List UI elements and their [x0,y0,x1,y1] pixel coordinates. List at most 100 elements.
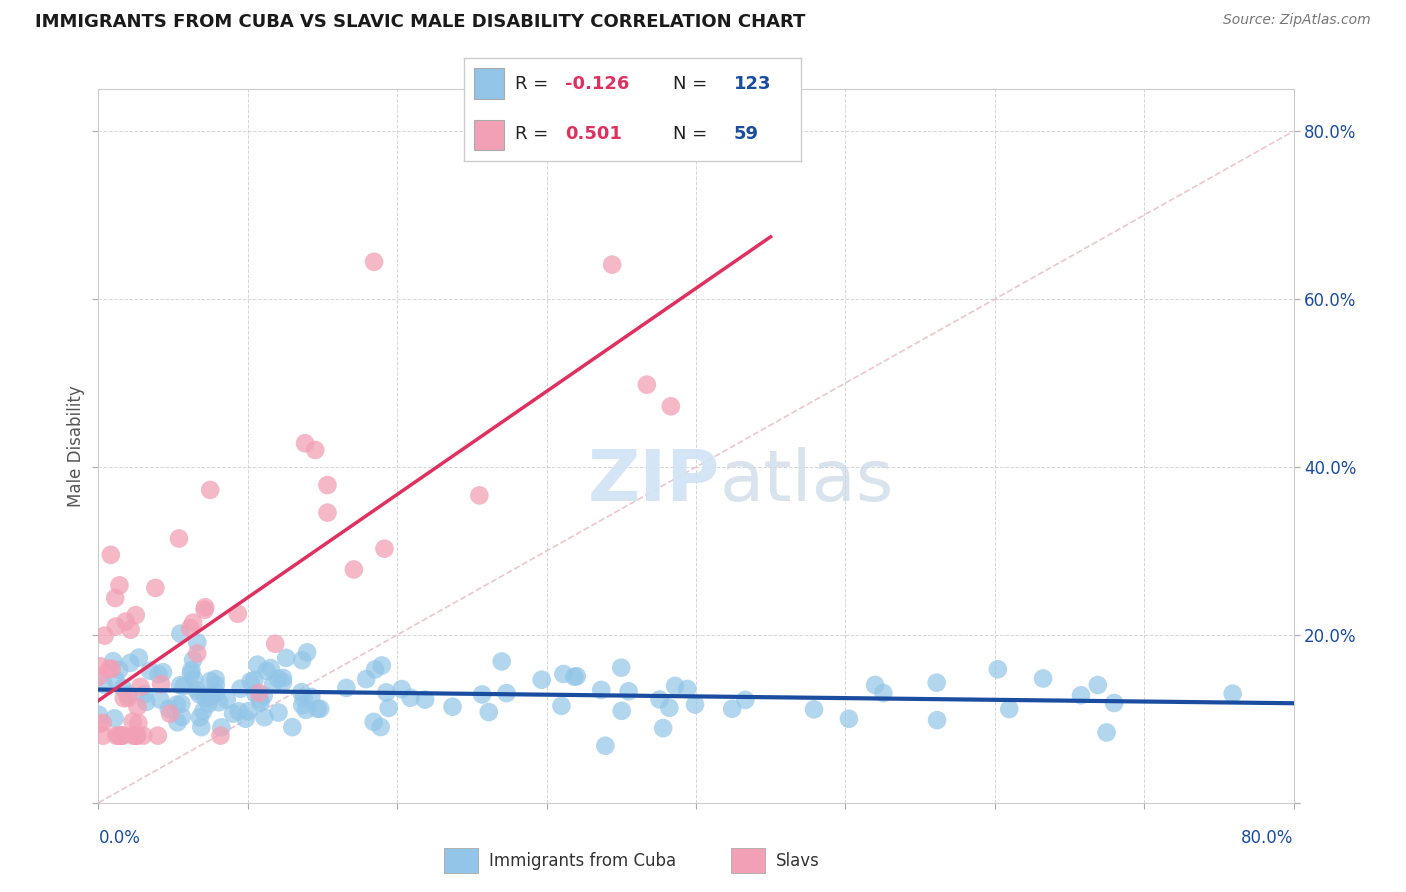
Point [550,698,572,713]
Point [125,729,148,743]
Point [553,667,575,681]
Point [1095,725,1118,739]
Point [260,661,283,675]
Point [180,663,202,677]
Point [111,729,134,743]
Point [152,665,174,680]
Text: -0.126: -0.126 [565,75,630,93]
Text: atlas: atlas [720,447,894,516]
Point [468,488,491,502]
Point [208,695,231,709]
Point [135,695,157,709]
Point [104,673,127,687]
Point [253,710,276,724]
Point [610,704,633,718]
Point [271,671,294,685]
Point [132,729,155,743]
Point [117,688,139,702]
Point [295,703,318,717]
Y-axis label: Male Disability: Male Disability [66,385,84,507]
Point [267,672,290,686]
Text: Source: ZipAtlas.com: Source: ZipAtlas.com [1223,13,1371,28]
Point [565,669,588,683]
Point [249,692,271,706]
Text: 123: 123 [734,75,772,93]
Point [267,706,290,720]
Point [239,674,262,689]
Point [166,698,188,712]
Point [998,702,1021,716]
Point [114,615,136,629]
Point [373,541,395,556]
Point [316,506,339,520]
Point [375,685,398,699]
Point [188,688,211,702]
Point [105,729,128,743]
Point [91,729,114,743]
Point [129,680,152,694]
Point [600,258,623,272]
Point [204,672,226,686]
Point [139,664,162,678]
Point [262,677,284,691]
Point [363,714,385,729]
Point [664,679,686,693]
Point [170,710,193,724]
Point [292,691,315,706]
Text: IMMIGRANTS FROM CUBA VS SLAVIC MALE DISABILITY CORRELATION CHART: IMMIGRANTS FROM CUBA VS SLAVIC MALE DISA… [35,13,806,31]
Point [209,729,232,743]
Point [441,699,464,714]
Point [98,662,121,676]
Point [117,690,139,705]
Point [108,729,131,743]
Point [652,721,675,735]
Point [271,675,294,690]
Point [683,698,706,712]
Point [648,692,671,706]
Point [304,442,326,457]
Point [93,677,115,691]
Point [617,684,640,698]
Point [148,667,170,681]
Point [180,666,202,681]
Point [370,720,392,734]
Text: Immigrants from Cuba: Immigrants from Cuba [489,852,676,870]
Point [399,690,422,705]
Point [299,690,322,704]
Point [111,681,134,695]
Point [112,691,135,706]
Point [87,670,110,684]
Point [281,720,304,734]
Point [145,581,167,595]
Point [734,693,756,707]
Point [150,677,173,691]
Point [159,706,181,721]
Point [198,483,221,497]
Point [658,700,681,714]
Point [186,647,208,661]
Point [222,706,245,721]
Point [127,716,149,731]
Point [294,436,316,450]
Point [246,657,269,672]
Text: R =: R = [515,75,554,93]
Point [471,688,494,702]
Point [235,712,257,726]
Point [125,608,148,623]
Point [925,713,948,727]
Point [121,714,143,729]
Point [925,675,948,690]
Point [363,254,385,268]
Point [200,673,222,688]
Bar [474,69,505,99]
Point [173,679,195,693]
Point [636,377,658,392]
Point [229,681,252,696]
Point [803,702,825,716]
Point [170,697,193,711]
Point [157,702,180,716]
Point [205,686,228,700]
Point [107,729,129,743]
Point [104,591,127,605]
Point [226,607,249,621]
